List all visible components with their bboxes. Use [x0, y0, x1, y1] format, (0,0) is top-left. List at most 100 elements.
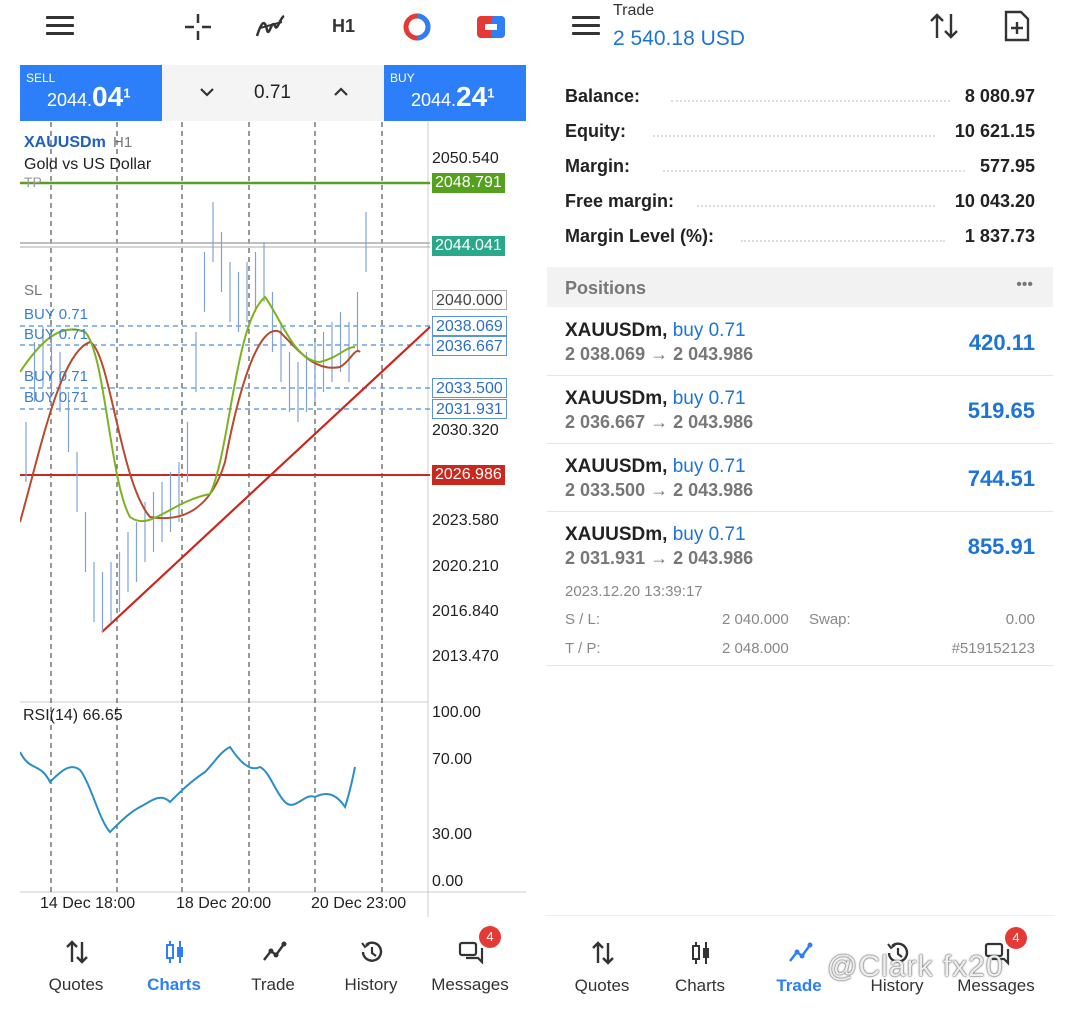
chart-toolbar: H1 [0, 0, 535, 56]
watermark: @Clark fx20 [827, 950, 1004, 983]
position-symbol: XAUUSDm, buy 0.71 [565, 320, 746, 341]
position-prices: 2 031.931 → 2 043.986 [565, 548, 754, 568]
sl-price-tag: 2040.000 [432, 290, 507, 310]
nav-trade-label: Trade [251, 975, 295, 994]
nav-messages-label: Messages [431, 975, 509, 994]
nav-charts[interactable]: Charts [651, 936, 749, 1006]
nav-charts-label: Charts [147, 975, 201, 994]
position-row[interactable]: XAUUSDm, buy 0.71 2 036.667 → 2 043.986 … [547, 376, 1053, 444]
buy-button[interactable]: BUY 2044.241 [384, 65, 526, 121]
order-price-tag-4: 2031.931 [432, 399, 507, 419]
rsi-axis-tick: 100.00 [432, 704, 481, 721]
nav-quotes[interactable]: Quotes [27, 935, 125, 1005]
margin-level-row: Margin Level (%): 1 837.73 [565, 218, 1055, 253]
position-symbol: XAUUSDm, buy 0.71 [565, 524, 746, 545]
sl-key: S / L: [565, 611, 601, 628]
quotes-arrows-icon [592, 941, 614, 965]
nav-history[interactable]: History [322, 935, 420, 1005]
sell-price: 2044.041 [47, 81, 131, 112]
sell-button[interactable]: SELL 2044.041 [20, 65, 162, 121]
position-row-expanded[interactable]: XAUUSDm, buy 0.71 2 031.931 → 2 043.986 … [547, 512, 1053, 666]
timeframe-button[interactable]: H1 [332, 16, 356, 36]
nav-messages-label: Messages [957, 976, 1035, 995]
balance-value: 8 080.97 [964, 86, 1035, 106]
position-row[interactable]: XAUUSDm, buy 0.71 2 033.500 → 2 043.986 … [547, 444, 1053, 512]
nav-trade[interactable]: Trade [750, 936, 848, 1006]
leader-dots [741, 240, 945, 242]
candlestick-icon [692, 942, 709, 964]
chart-canvas [20, 122, 526, 917]
menu-icon[interactable] [46, 16, 74, 36]
margin-level-value: 1 837.73 [964, 226, 1035, 246]
order-label-2: BUY 0.71 [24, 326, 88, 343]
margin-key: Margin: [565, 156, 630, 176]
position-open-time: 2023.12.20 13:39:17 [565, 583, 703, 600]
positions-header: Positions ••• [547, 267, 1053, 307]
leader-dots [653, 135, 935, 137]
margin-level-key: Margin Level (%): [565, 226, 715, 246]
tp-price-tag: 2048.791 [432, 173, 505, 193]
page-title: Trade [613, 2, 655, 19]
header-balance: 2 540.18 USD [613, 27, 745, 50]
trend-line-icon [263, 941, 287, 961]
nav-quotes[interactable]: Quotes [553, 936, 651, 1006]
messages-badge: 4 [1005, 927, 1027, 949]
crosshair-icon[interactable] [183, 12, 213, 42]
nav-messages[interactable]: 4 Messages [947, 927, 1045, 1006]
chart-symbol-tf: H1 [113, 134, 133, 151]
margin-row: Margin: 577.95 [565, 148, 1055, 183]
messages-badge: 4 [479, 926, 501, 948]
position-row[interactable]: XAUUSDm, buy 0.71 2 038.069 → 2 043.986 … [547, 308, 1053, 376]
nav-charts[interactable]: Charts [125, 935, 223, 1005]
sort-icon[interactable] [928, 11, 960, 41]
chart-symbol: XAUUSDm [24, 134, 106, 151]
position-profit: 855.91 [967, 534, 1035, 559]
objects-icon[interactable] [402, 12, 432, 42]
leader-dots [663, 170, 965, 172]
price-chart[interactable]: XAUUSDm H1 Gold vs US Dollar TP SL BUY 0… [20, 122, 526, 917]
order-price-tag-3: 2033.500 [432, 378, 507, 398]
nav-quotes-label: Quotes [574, 976, 630, 995]
order-price-tag-1: 2038.069 [432, 316, 507, 336]
nav-history[interactable]: History [848, 936, 946, 1006]
new-order-icon[interactable] [1003, 9, 1031, 43]
bottom-nav: Quotes Charts Trade History 4 Messages [545, 915, 1055, 1019]
screen-divider [535, 0, 545, 1029]
nav-trade[interactable]: Trade [224, 935, 322, 1005]
equity-key: Equity: [565, 121, 626, 141]
position-profit: 744.51 [967, 466, 1035, 491]
time-axis-tick: 18 Dec 20:00 [176, 895, 272, 912]
buy-price: 2044.241 [411, 81, 495, 112]
trade-order-icon[interactable] [476, 13, 506, 41]
leader-dots [671, 100, 950, 102]
free-margin-row: Free margin: 10 043.20 [565, 183, 1055, 218]
more-options-icon[interactable]: ••• [1016, 276, 1033, 293]
lot-increase-icon[interactable] [334, 85, 348, 99]
sl-line-label: SL [24, 282, 43, 299]
ticket-number: #519152123 [951, 640, 1035, 657]
nav-history-label: History [870, 976, 924, 995]
trend-line-icon [789, 942, 813, 962]
swap-key: Swap: [809, 611, 851, 628]
price-axis-tick: 2023.580 [432, 512, 499, 529]
time-axis-tick: 14 Dec 18:00 [40, 895, 136, 912]
order-price-tag-2: 2036.667 [432, 336, 507, 356]
balance-key: Balance: [565, 86, 641, 106]
order-label-3: BUY 0.71 [24, 368, 88, 385]
chat-bubbles-icon [984, 942, 1010, 966]
charts-screen: H1 SELL 2044.041 0.71 BUY 2044.241 [0, 0, 535, 1029]
lot-decrease-icon[interactable] [200, 85, 214, 99]
lot-size[interactable]: 0.71 [254, 82, 291, 103]
rsi-label: RSI(14) 66.65 [23, 707, 123, 724]
rsi-axis-tick: 70.00 [432, 751, 473, 768]
tp-key: T / P: [565, 640, 601, 657]
history-clock-icon [361, 941, 383, 962]
menu-icon[interactable] [572, 16, 600, 36]
nav-messages[interactable]: 4 Messages [421, 926, 519, 1005]
indicators-icon[interactable] [254, 10, 286, 42]
nav-history-label: History [344, 975, 398, 994]
balance-row: Balance: 8 080.97 [565, 78, 1055, 113]
trade-screen: Trade 2 540.18 USD Balance: 8 080.97 Equ… [545, 0, 1055, 1029]
price-axis-tick: 2050.540 [432, 150, 499, 167]
price-axis-tick: 2030.320 [432, 422, 499, 439]
